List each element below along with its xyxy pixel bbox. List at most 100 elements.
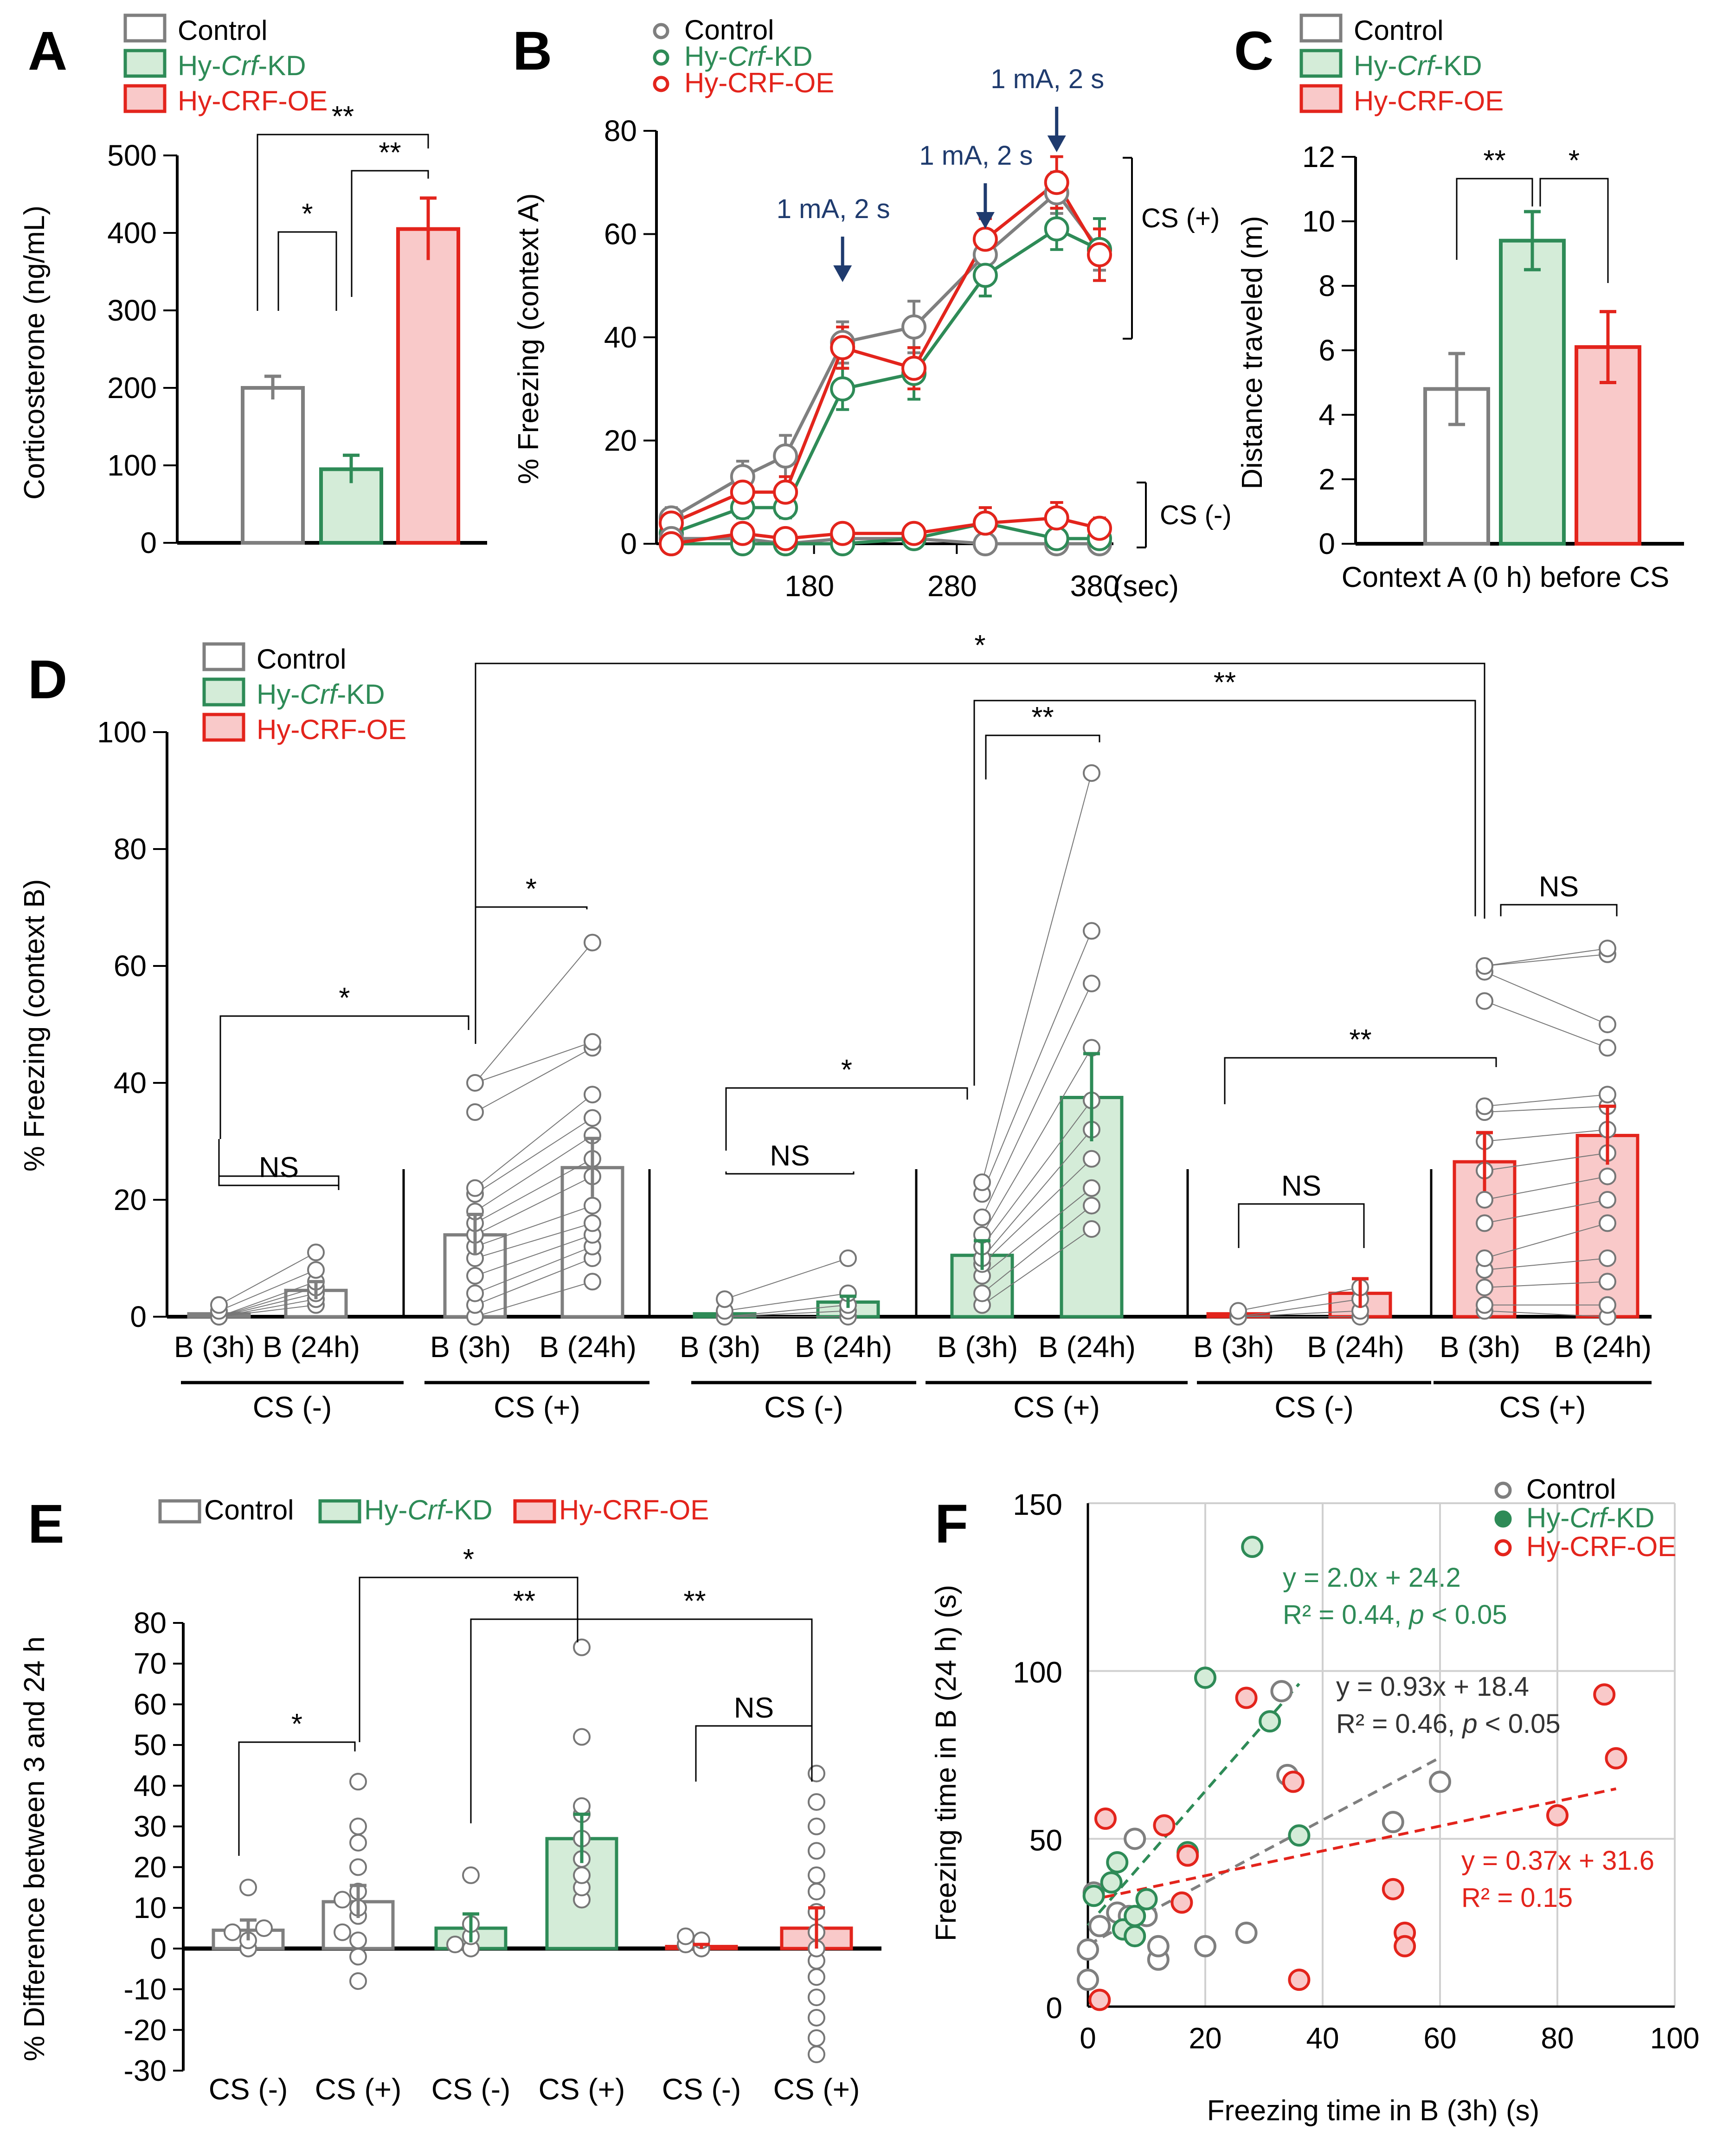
paired-line [219,1293,316,1317]
significance-label: * [1569,145,1580,177]
significance-label: * [302,198,313,230]
y-tick-label: 12 [1302,140,1335,174]
y-tick-label: 300 [107,294,157,327]
legend-label: Hy-CRF-OE [1526,1531,1676,1562]
data-point [808,1968,825,1986]
data-point [1476,957,1493,975]
paired-line [982,983,1092,1218]
paired-line [1484,953,1608,966]
paired-line [1484,948,1608,966]
x-tick-label: 60 [1423,2021,1456,2055]
x-tick-label: 20 [1189,2021,1222,2055]
group-label: CS (-) [253,1390,332,1424]
y-tick-label: 30 [134,1810,167,1843]
data-point [730,521,755,546]
bracket-c-2 [1539,178,1609,283]
legend-marker [1494,1510,1512,1528]
significance-label: * [841,1054,852,1086]
significance-label: * [291,1708,302,1740]
bracket-d-8 [1500,904,1618,916]
data-point [1599,1167,1616,1185]
data-point [466,1179,484,1197]
x-category-label: B (3h) [680,1330,760,1364]
data-point [1599,1039,1616,1057]
legend-marker [653,76,669,92]
bracket-a-2 [351,170,429,297]
y-tick-label: 60 [604,218,637,251]
legend-label: Hy-CRF-OE [1354,85,1504,116]
data-point [1288,1824,1311,1847]
shock-label: 1 mA, 2 s [777,194,890,224]
x-category-label: B (3h) [430,1330,511,1364]
y-tick-label: 50 [1029,1823,1062,1857]
x-category-label: CS (-) [431,2072,511,2106]
bracket-e-3 [470,1618,579,1823]
legend-label: Control [1354,15,1443,46]
y-tick-label: 100 [97,715,147,749]
significance-label: * [526,873,537,905]
paired-line [724,1304,849,1317]
x-category-label: B (24h) [1038,1330,1136,1364]
data-point [1476,1214,1493,1232]
data-point [1476,1249,1493,1267]
group-label: CS (+) [1013,1390,1100,1424]
y-tick-label: 2 [1318,463,1335,496]
paired-line [1238,1287,1361,1312]
legend-swatch [123,49,167,78]
significance-label: NS [1539,871,1579,903]
significance-label: ** [683,1585,706,1617]
legend-label: Hy-CRF-OE [257,714,406,745]
data-point [1605,1747,1627,1770]
legend-swatch [123,84,167,113]
paired-line [475,1205,593,1247]
data-point [1270,1680,1293,1703]
significance-label: ** [1349,1024,1371,1056]
paired-line [475,1135,593,1212]
data-point [584,1197,601,1215]
bracket-d-3 [725,1087,968,1151]
y-axis-label-b: % Freezing (context A) [513,193,545,484]
data-point [1083,764,1100,782]
data-point [773,443,798,469]
data-point [808,2029,825,2047]
data-point [1599,1296,1616,1314]
paired-line [982,772,1092,1183]
y-tick-label: -10 [124,1973,167,2006]
data-point [1147,1935,1170,1957]
data-point [1077,1938,1099,1961]
data-point [1476,1097,1493,1115]
y-tick-label: 0 [1046,1991,1062,2025]
data-point [349,1817,367,1835]
bracket-d-2 [475,906,588,933]
paired-line [982,931,1092,1194]
y-tick-label: 10 [1302,205,1335,238]
legend-label: Control [1526,1474,1616,1505]
paired-line [1484,1199,1608,1224]
legend-label: Hy-Crf-KD [1526,1502,1655,1533]
paired-line [475,1117,593,1195]
data-point [1077,1969,1099,1991]
significance-label: ** [379,137,401,169]
data-point [830,376,855,402]
data-point [1044,526,1069,551]
paired-line [475,1281,593,1317]
data-point [255,1919,273,1937]
paired-line [219,1304,316,1317]
data-point [1599,1273,1616,1291]
data-point [573,1797,591,1815]
data-point [334,1923,351,1941]
paired-line [1484,1258,1608,1271]
data-point [808,1883,825,1900]
data-point [1088,1915,1111,1937]
x-category-label: B (24h) [795,1330,892,1364]
data-point [1476,992,1493,1010]
data-point [1083,922,1100,940]
data-point [1044,216,1069,242]
data-point [808,2008,825,2027]
y-tick-label: 80 [114,832,147,866]
data-point [1282,1770,1305,1793]
bracket-d-4 [985,734,1100,779]
bracket-ns-3 [1238,1203,1365,1248]
paired-line [1484,1223,1608,1259]
